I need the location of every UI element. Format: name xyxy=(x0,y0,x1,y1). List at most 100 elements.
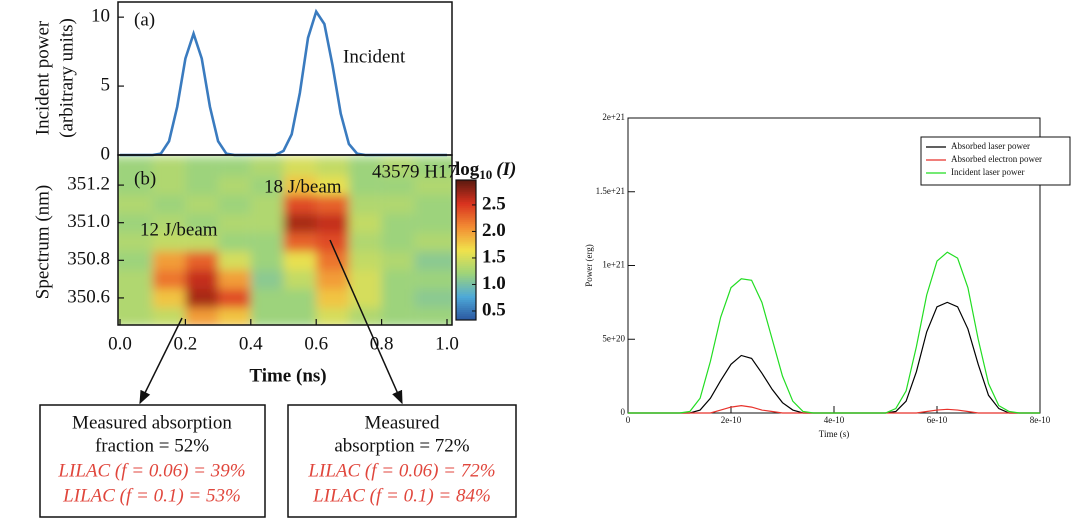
heat-cell xyxy=(283,250,317,271)
heat-cell xyxy=(348,175,382,195)
heat-cell xyxy=(283,231,317,252)
heat-cell xyxy=(185,175,219,195)
colorbar-step xyxy=(456,303,476,307)
heat-cell xyxy=(218,231,251,252)
heat-cell xyxy=(381,156,415,177)
colorbar-step xyxy=(456,201,476,205)
colorbar-step xyxy=(456,233,476,237)
data-line xyxy=(628,301,1040,414)
heat-cell xyxy=(316,156,349,177)
colorbar-step xyxy=(456,215,476,219)
colorbar-step xyxy=(456,251,476,255)
x-axis-label: Time (s) xyxy=(819,429,849,439)
colorbar-step xyxy=(456,267,476,271)
callout-text: LILAC (f = 0.06) = 72% xyxy=(307,460,495,481)
y-axis-label: Spectrum (nm) xyxy=(32,185,53,300)
colorbar-step xyxy=(456,187,476,191)
heat-cell xyxy=(283,269,317,290)
heat-cell xyxy=(250,156,284,177)
heat-cell xyxy=(218,269,251,290)
heat-cell xyxy=(218,288,251,308)
y-tick-label: 10 xyxy=(91,6,110,27)
colorbar-tick-label: 2.0 xyxy=(482,220,506,241)
colorbar-step xyxy=(456,199,476,203)
heat-cell xyxy=(283,156,317,177)
colorbar-step xyxy=(456,247,476,251)
callout-box xyxy=(287,404,517,518)
heat-cell xyxy=(250,231,284,252)
heat-cell xyxy=(381,306,415,325)
heat-cell xyxy=(316,231,349,252)
heat-cell xyxy=(185,269,219,290)
heat-cell xyxy=(348,156,382,177)
y-tick-label: 1e+21 xyxy=(602,260,625,270)
y-tick-label: 1.5e+21 xyxy=(596,186,625,196)
heat-cell xyxy=(414,231,452,252)
legend-label: Absorbed laser power xyxy=(951,141,1030,151)
colorbar-label-part: (I) xyxy=(496,159,516,180)
heat-cell xyxy=(381,212,415,233)
colorbar-step xyxy=(456,269,476,273)
colorbar-step xyxy=(456,219,476,223)
colorbar-frame xyxy=(455,179,477,321)
colorbar-step xyxy=(456,283,476,287)
heat-cell xyxy=(316,175,349,195)
colorbar-step xyxy=(456,281,476,285)
colorbar-step xyxy=(456,183,476,187)
heat-cell xyxy=(250,288,284,308)
heat-cell xyxy=(185,288,219,308)
heat-cell xyxy=(118,175,153,195)
colorbar-step xyxy=(456,277,476,281)
x-tick-label: 0.8 xyxy=(370,333,394,354)
heat-cell xyxy=(152,250,186,271)
colorbar-step xyxy=(456,181,476,185)
heat-cell xyxy=(152,269,186,290)
heat-cell xyxy=(283,175,317,195)
heat-cell xyxy=(348,212,382,233)
colorbar-step xyxy=(456,241,476,245)
arrow xyxy=(329,239,403,405)
data-line xyxy=(120,8,447,157)
heat-cell xyxy=(152,175,186,195)
colorbar-step xyxy=(456,179,476,183)
heat-cell xyxy=(250,212,284,233)
colorbar-step xyxy=(456,275,476,279)
colorbar-step xyxy=(456,217,476,221)
x-tick-label: 6e-10 xyxy=(927,415,948,425)
heat-cell xyxy=(152,193,186,214)
heat-cell xyxy=(283,306,317,325)
colorbar-label-part: 10 xyxy=(479,167,492,182)
callout-text: fraction = 52% xyxy=(95,435,209,456)
colorbar-step xyxy=(456,213,476,217)
colorbar-label-part: log xyxy=(455,159,480,180)
heat-cell xyxy=(218,156,251,177)
heat-cell xyxy=(316,250,349,271)
heat-cell xyxy=(218,193,251,214)
colorbar-step xyxy=(456,297,476,301)
heat-cell xyxy=(218,175,251,195)
colorbar-step xyxy=(456,235,476,239)
heat-cell xyxy=(118,269,153,290)
heat-cell xyxy=(185,306,219,325)
callout-text: absorption = 72% xyxy=(334,435,469,456)
heat-cell xyxy=(414,175,452,195)
x-tick-label: 8e-10 xyxy=(1030,415,1051,425)
colorbar-tick-label: 0.5 xyxy=(482,299,506,320)
heat-cell xyxy=(316,269,349,290)
heat-cell xyxy=(152,231,186,252)
heat-cell xyxy=(118,212,153,233)
heat-cell xyxy=(348,306,382,325)
y-tick-label: 350.8 xyxy=(67,249,110,270)
heat-cell xyxy=(185,193,219,214)
heat-cell xyxy=(185,156,219,177)
y-tick-label: 0 xyxy=(621,407,626,417)
y-tick-label: 5 xyxy=(101,74,111,95)
colorbar-step xyxy=(456,259,476,263)
x-tick-label: 0.0 xyxy=(108,333,132,354)
colorbar-step xyxy=(456,185,476,189)
callout-text: LILAC (f = 0.1) = 84% xyxy=(312,485,491,506)
x-tick-label: 2e-10 xyxy=(721,415,742,425)
colorbar-step xyxy=(456,305,476,309)
heat-cell xyxy=(152,306,186,325)
